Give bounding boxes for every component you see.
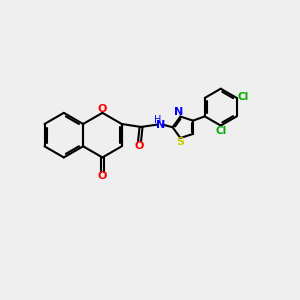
Text: O: O — [98, 104, 107, 114]
Text: N: N — [156, 121, 166, 130]
Text: Cl: Cl — [215, 126, 227, 136]
Text: N: N — [174, 107, 184, 117]
Text: O: O — [98, 171, 107, 181]
Text: S: S — [176, 137, 184, 147]
Text: H: H — [154, 115, 161, 125]
Text: O: O — [134, 141, 144, 151]
Text: Cl: Cl — [238, 92, 249, 102]
